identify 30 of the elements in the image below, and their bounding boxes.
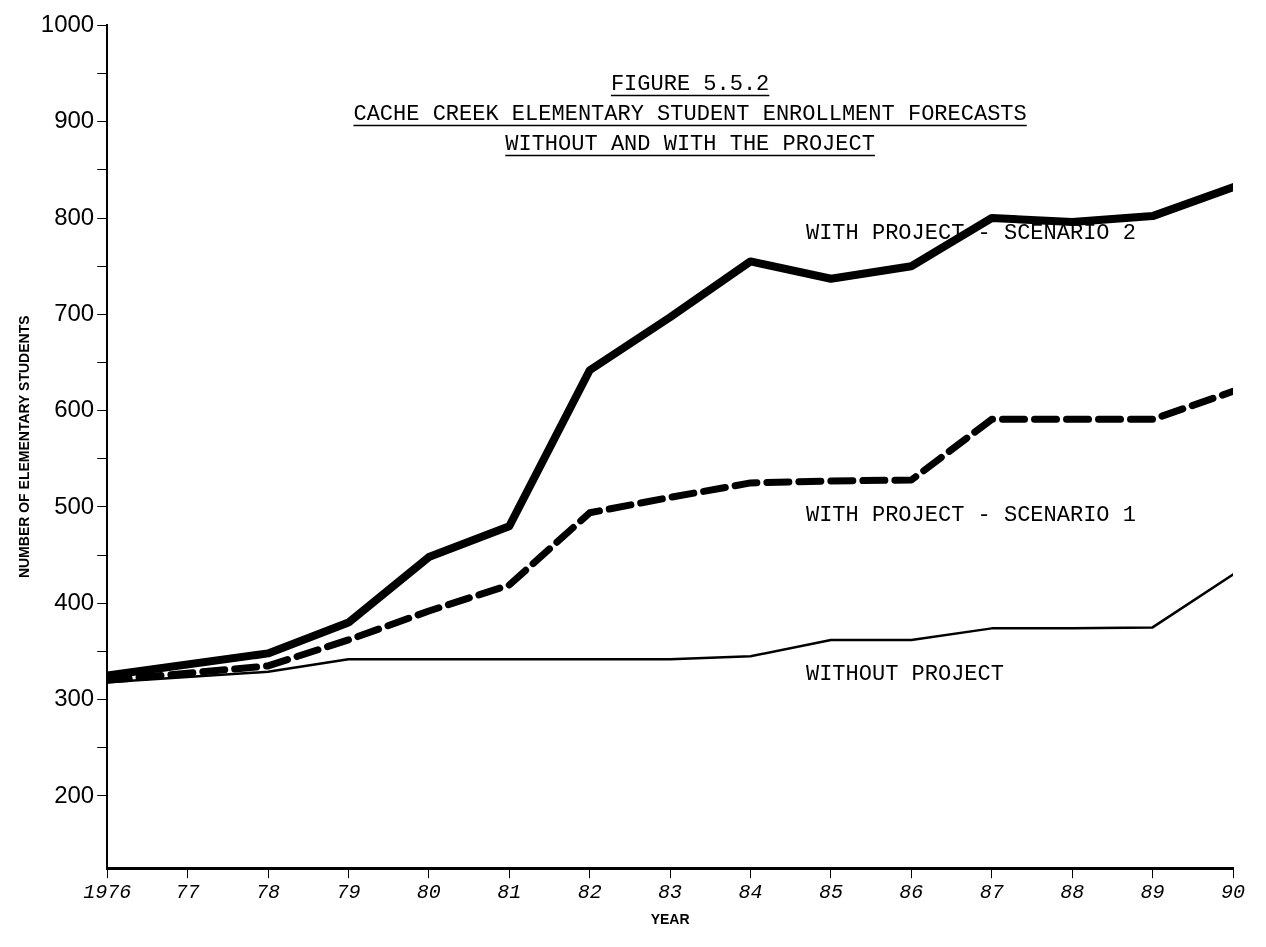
x-tick-label: 80 — [416, 881, 441, 905]
y-tick-label: 300 — [54, 684, 95, 712]
series-label: WITHOUT PROJECT — [805, 661, 1004, 687]
x-tick-label: 78 — [256, 881, 281, 905]
y-tick-label: 1000 — [40, 10, 95, 38]
x-tick-label: 77 — [175, 881, 200, 905]
y-tick-label: 700 — [54, 298, 95, 326]
x-tick-label: 82 — [577, 881, 602, 905]
y-tick-label: 600 — [54, 395, 95, 423]
x-tick-label: 86 — [899, 881, 924, 905]
series-label: WITH PROJECT - SCENARIO 1 — [805, 502, 1136, 528]
x-tick-label: 1976 — [83, 881, 132, 905]
y-tick-label: 900 — [54, 106, 95, 134]
text: FIGURE 5.5.2 — [610, 72, 770, 98]
x-tick-label: 87 — [979, 881, 1004, 905]
x-tick-label: 90 — [1220, 881, 1246, 905]
y-tick-label: 400 — [54, 587, 95, 615]
x-tick-label: 81 — [497, 881, 522, 905]
y-tick-label: 500 — [54, 491, 95, 519]
x-tick-label: 89 — [1140, 881, 1165, 905]
y-tick-label: 200 — [54, 780, 95, 808]
x-tick-label: 85 — [818, 881, 843, 905]
x-axis-title: YEAR — [650, 911, 690, 928]
x-tick-label: 84 — [738, 881, 763, 905]
x-tick-label: 79 — [336, 881, 361, 905]
x-tick-label: 88 — [1060, 881, 1085, 905]
x-tick-label: 83 — [658, 881, 683, 905]
y-axis-title: NUMBER OF ELEMENTARY STUDENTS — [16, 315, 33, 579]
y-tick-label: 800 — [54, 202, 95, 230]
text: CACHE CREEK ELEMENTARY STUDENT ENROLLMENT FORECASTS WITHOUT AND WITH THE PROJECT — [353, 102, 1027, 158]
